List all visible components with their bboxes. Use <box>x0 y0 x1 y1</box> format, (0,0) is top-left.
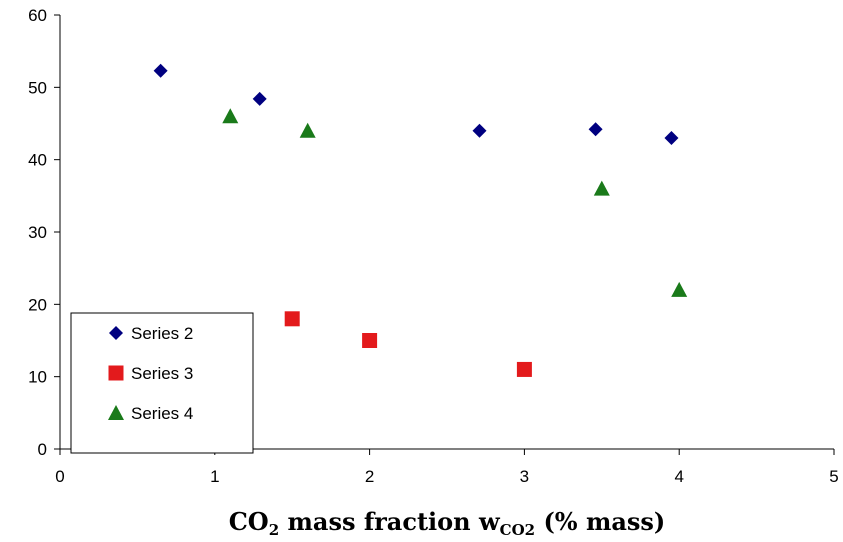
legend: Series 2 Series 3 Series 4 <box>70 312 254 454</box>
y-tick-label: 40 <box>28 151 47 170</box>
y-tick-label: 30 <box>28 223 47 242</box>
x-axis-label-part: mass fraction w <box>279 507 501 536</box>
y-tick-label: 10 <box>28 368 47 387</box>
data-point-series-2 <box>252 91 267 106</box>
legend-box <box>70 312 254 454</box>
x-ticks: 0 1 2 3 4 5 <box>55 449 839 486</box>
data-point-series-3 <box>362 333 378 348</box>
data-point-series-2 <box>588 122 603 137</box>
data-point-series-2 <box>153 63 168 78</box>
legend-label: Series 3 <box>131 364 193 383</box>
legend-label: Series 4 <box>131 404 193 423</box>
x-axis-label-part: (% mass) <box>535 507 665 536</box>
x-tick-label: 3 <box>520 467 529 486</box>
legend-marker <box>109 326 123 340</box>
x-tick-label: 5 <box>829 467 838 486</box>
legend-marker <box>108 365 124 381</box>
legend-label: Series 2 <box>131 324 193 343</box>
data-point-series-2 <box>664 130 679 145</box>
x-tick-label: 4 <box>674 467 683 486</box>
data-point-series-4 <box>222 108 239 124</box>
y-ticks: 0 10 20 30 40 50 60 <box>28 6 60 459</box>
data-point-series-4 <box>671 281 688 297</box>
y-tick-label: 20 <box>28 295 47 314</box>
data-points <box>153 63 688 377</box>
x-axis-label-subscript: CO2 <box>500 521 535 539</box>
data-point-series-4 <box>593 180 610 196</box>
y-tick-label: 50 <box>28 78 47 97</box>
data-point-series-4 <box>299 122 316 138</box>
x-axis-label: CO2 mass fraction wCO2 (% mass) <box>229 507 666 539</box>
x-axis-label-part: CO <box>229 507 269 536</box>
data-point-series-3 <box>516 361 532 377</box>
y-tick-label: 60 <box>28 6 47 25</box>
x-tick-label: 2 <box>365 467 374 486</box>
x-tick-label: 0 <box>55 467 64 486</box>
legend-marker <box>108 405 124 420</box>
x-axis-label-subscript: 2 <box>269 521 279 539</box>
y-tick-label: 0 <box>38 440 47 459</box>
data-point-series-2 <box>472 123 487 138</box>
data-point-series-3 <box>284 311 300 327</box>
x-tick-label: 1 <box>210 467 219 486</box>
